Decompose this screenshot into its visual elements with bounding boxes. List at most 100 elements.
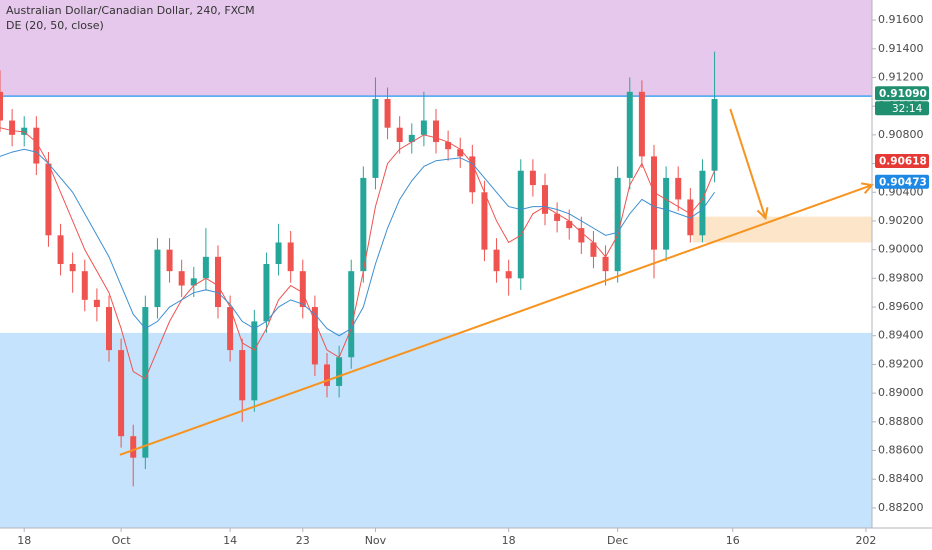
candle-body — [481, 192, 488, 250]
price-tag-label: 0.90618 — [879, 155, 927, 167]
x-tick-label: 16 — [726, 534, 740, 547]
x-tick-label: Nov — [365, 534, 387, 547]
candle-body — [554, 213, 561, 221]
candle-body — [469, 156, 476, 193]
moving-average — [0, 127, 716, 380]
candle-body — [420, 120, 427, 135]
candle-body — [457, 149, 464, 157]
y-tick-label: 0.90000 — [878, 243, 924, 256]
x-tick-label: 14 — [223, 534, 237, 547]
y-tick-label: 0.89800 — [878, 271, 924, 284]
x-tick-label: 18 — [17, 534, 31, 547]
candle-body — [251, 321, 258, 401]
candle-body — [505, 271, 512, 279]
candle-body — [190, 278, 197, 286]
candle-body — [239, 350, 246, 401]
y-tick-label: 0.89600 — [878, 300, 924, 313]
price-tag — [875, 153, 929, 168]
candle-body — [578, 228, 585, 243]
candle-body — [227, 307, 234, 351]
candle-body — [166, 249, 173, 272]
y-tick-label: 0.91200 — [878, 70, 924, 83]
y-tick-label: 0.89000 — [878, 386, 924, 399]
candle-body — [275, 242, 282, 264]
candle-body — [142, 307, 149, 458]
candle-body — [324, 364, 330, 386]
candle-body — [287, 242, 294, 272]
candle-body — [33, 127, 40, 164]
trendline — [119, 184, 873, 456]
y-tick-label: 0.88400 — [878, 472, 924, 485]
candle-body — [384, 99, 391, 128]
candle-body — [202, 256, 209, 279]
candle-body — [614, 177, 621, 272]
candle-body — [433, 120, 439, 143]
candle-body — [542, 185, 548, 214]
candle-body — [299, 271, 306, 308]
x-tick-label: Oct — [112, 534, 132, 547]
candle-body — [336, 357, 343, 386]
candle-body — [675, 177, 682, 200]
zone — [692, 216, 872, 243]
y-tick-label: 0.88200 — [878, 501, 924, 514]
x-tick-label: 23 — [296, 534, 310, 547]
candle-body — [215, 256, 221, 308]
candle-body — [154, 249, 161, 308]
candle-body — [45, 163, 52, 236]
candle-body — [263, 264, 270, 322]
candle-body — [396, 127, 403, 143]
candle-body — [106, 307, 112, 351]
candle-body — [408, 134, 415, 143]
candle-body — [638, 91, 645, 157]
y-tick-label: 0.88600 — [878, 444, 924, 457]
candle-body — [69, 264, 76, 272]
price-tag-label: 0.91090 — [879, 88, 927, 100]
candle-body — [687, 199, 694, 236]
candle-body — [529, 170, 536, 186]
price-tag — [875, 174, 929, 189]
candle-body — [21, 127, 28, 135]
candle-body — [118, 350, 125, 437]
candle-body — [663, 177, 670, 250]
price-tag — [875, 86, 929, 101]
candle-body — [651, 156, 657, 250]
y-tick-label: 0.91400 — [878, 42, 924, 55]
y-tick-label: 0.90200 — [878, 214, 924, 227]
candle-body — [590, 242, 597, 257]
y-tick-label: 0.88800 — [878, 415, 924, 428]
y-tick-label: 0.89200 — [878, 357, 924, 370]
candle-body — [517, 170, 524, 279]
x-tick-label: 18 — [502, 534, 516, 547]
candle-body — [130, 436, 137, 458]
candle-body — [311, 307, 318, 365]
candle-body — [602, 256, 609, 272]
candle-body — [445, 142, 452, 150]
countdown-label: 32:14 — [892, 103, 923, 115]
arrow — [729, 108, 767, 219]
candle-body — [93, 299, 100, 308]
indicator-label: DE (20, 50, close) — [6, 19, 104, 32]
x-tick-label: 202 — [855, 534, 876, 547]
zone — [0, 0, 872, 97]
y-tick-label: 0.90800 — [878, 128, 924, 141]
candle-body — [81, 271, 88, 300]
y-tick-label: 0.91600 — [878, 13, 924, 26]
x-tick-label: Dec — [607, 534, 628, 547]
candle-body — [9, 120, 16, 135]
y-tick-label: 0.89400 — [878, 329, 924, 342]
candle-body — [711, 99, 718, 171]
candle-body — [699, 170, 706, 236]
candle-body — [57, 235, 64, 264]
candle-body — [372, 99, 379, 178]
countdown-tag — [875, 101, 929, 116]
chart-title: Australian Dollar/Canadian Dollar, 240, … — [6, 4, 255, 17]
candle-body — [493, 249, 500, 272]
candle-body — [566, 220, 573, 229]
price-tag-label: 0.90473 — [879, 176, 927, 188]
candle-body — [626, 91, 633, 178]
moving-average — [0, 148, 715, 337]
candle-body — [348, 271, 355, 358]
candle-body — [178, 271, 185, 286]
arrow-head — [756, 207, 769, 221]
